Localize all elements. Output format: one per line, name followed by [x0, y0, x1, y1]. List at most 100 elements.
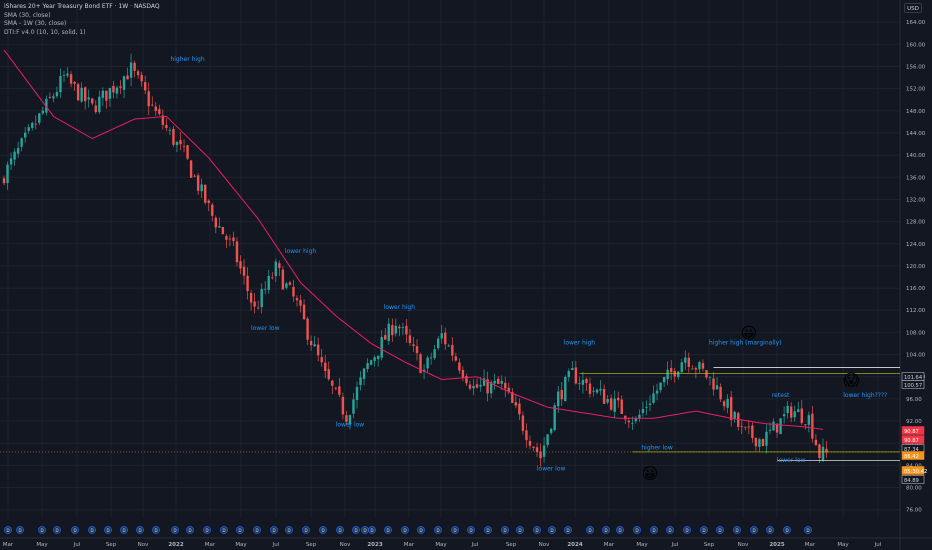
price-label-text: 84.89: [904, 478, 919, 484]
candle-body: [715, 385, 719, 390]
price-axis-label: 86.42: [901, 451, 925, 460]
candle: [246, 267, 249, 300]
x-tick-label: May: [837, 542, 849, 548]
candle: [387, 317, 390, 345]
event-marker-text: D: [453, 528, 456, 533]
indicator-label[interactable]: DTI:F v4.0 (10, 10, solid, 1): [4, 28, 86, 36]
candle-body: [786, 405, 789, 414]
candle-body: [479, 384, 482, 387]
candle: [306, 316, 309, 345]
event-marker-circle: [71, 526, 79, 534]
event-marker-circle: [564, 526, 572, 534]
candle: [694, 366, 698, 379]
candle-body: [475, 384, 479, 388]
candle-body: [98, 96, 101, 113]
indicator-label[interactable]: SMA - 1W (30, close): [4, 20, 67, 28]
candle-body: [405, 325, 408, 335]
event-marker-icon: D: [533, 526, 541, 534]
x-tick-label: 2023: [367, 542, 382, 548]
candle: [595, 388, 599, 395]
event-marker-circle: [733, 526, 741, 534]
candle-body: [126, 75, 129, 80]
candle-body: [168, 129, 172, 131]
candle: [609, 394, 613, 411]
event-marker-text: D: [668, 528, 671, 533]
candle-body: [27, 127, 30, 131]
candle: [782, 406, 786, 424]
chart-annotation: lower low: [537, 465, 566, 472]
candle-body: [239, 261, 242, 269]
event-marker-icon: D: [716, 526, 724, 534]
chart-annotation: lower low: [251, 325, 280, 332]
candle: [253, 293, 256, 314]
event-marker-circle: [633, 526, 641, 534]
event-marker-icon: D: [451, 526, 459, 534]
candle-body: [253, 301, 256, 307]
event-marker-circle: [270, 526, 278, 534]
event-marker-text: D: [752, 528, 755, 533]
candle: [108, 87, 112, 107]
y-tick-label: 88.00: [906, 441, 922, 447]
currency-button[interactable]: USD: [904, 3, 922, 13]
y-tick-label: 160.00: [906, 42, 926, 48]
candle-body: [497, 378, 500, 384]
candle-body: [316, 344, 320, 356]
candle: [362, 368, 366, 386]
indicator-label[interactable]: SMA (30, close): [4, 11, 51, 19]
price-axis-label: 90.87: [901, 426, 925, 435]
candle: [260, 283, 263, 314]
candle-body: [814, 439, 818, 446]
candle-body: [726, 398, 729, 408]
event-marker-text: D: [550, 528, 553, 533]
candle-body: [306, 318, 309, 340]
event-marker-text: D: [106, 528, 109, 533]
price-label-text: 90.87: [904, 429, 919, 435]
candle-body: [804, 424, 807, 426]
candle: [23, 126, 27, 143]
candle: [461, 366, 465, 382]
event-marker-icon: D: [548, 526, 556, 534]
candle: [394, 318, 398, 337]
candle-body: [112, 85, 115, 93]
candle-body: [23, 132, 27, 138]
candle-body: [115, 87, 119, 94]
candle-body: [631, 422, 634, 424]
candle-body: [151, 104, 154, 106]
event-marker-circle: [401, 526, 409, 534]
candle-body: [546, 434, 549, 445]
candle-body: [436, 338, 440, 349]
candle: [249, 289, 253, 311]
event-marker-icon: D: [401, 526, 409, 534]
candle: [814, 434, 818, 446]
event-marker-circle: [650, 526, 658, 534]
grinning-emoji: 😀: [740, 323, 757, 342]
candle-body: [433, 349, 436, 359]
candle: [281, 266, 285, 290]
candle: [797, 401, 800, 413]
candle-body: [69, 74, 73, 84]
x-tick-label: Mar: [604, 542, 615, 548]
candle-body: [722, 401, 726, 407]
candle-body: [532, 446, 535, 448]
y-tick-label: 140.00: [906, 153, 926, 159]
candle-body: [359, 377, 362, 385]
event-marker-icon: D: [564, 526, 572, 534]
candle-body: [585, 378, 588, 383]
candle-body: [45, 98, 48, 113]
candle: [38, 112, 41, 126]
candle: [256, 300, 260, 310]
price-axis-label: 90.87: [901, 435, 925, 444]
candle-body: [278, 263, 281, 269]
event-marker-icon: D: [171, 526, 179, 534]
candle-body: [451, 345, 454, 356]
candle: [235, 237, 239, 267]
candle-body: [20, 138, 23, 147]
candle: [807, 411, 811, 433]
candle: [821, 438, 825, 463]
candle-body: [454, 356, 458, 361]
candle: [447, 343, 450, 347]
candle-body: [122, 76, 126, 90]
candle-body: [41, 110, 45, 114]
